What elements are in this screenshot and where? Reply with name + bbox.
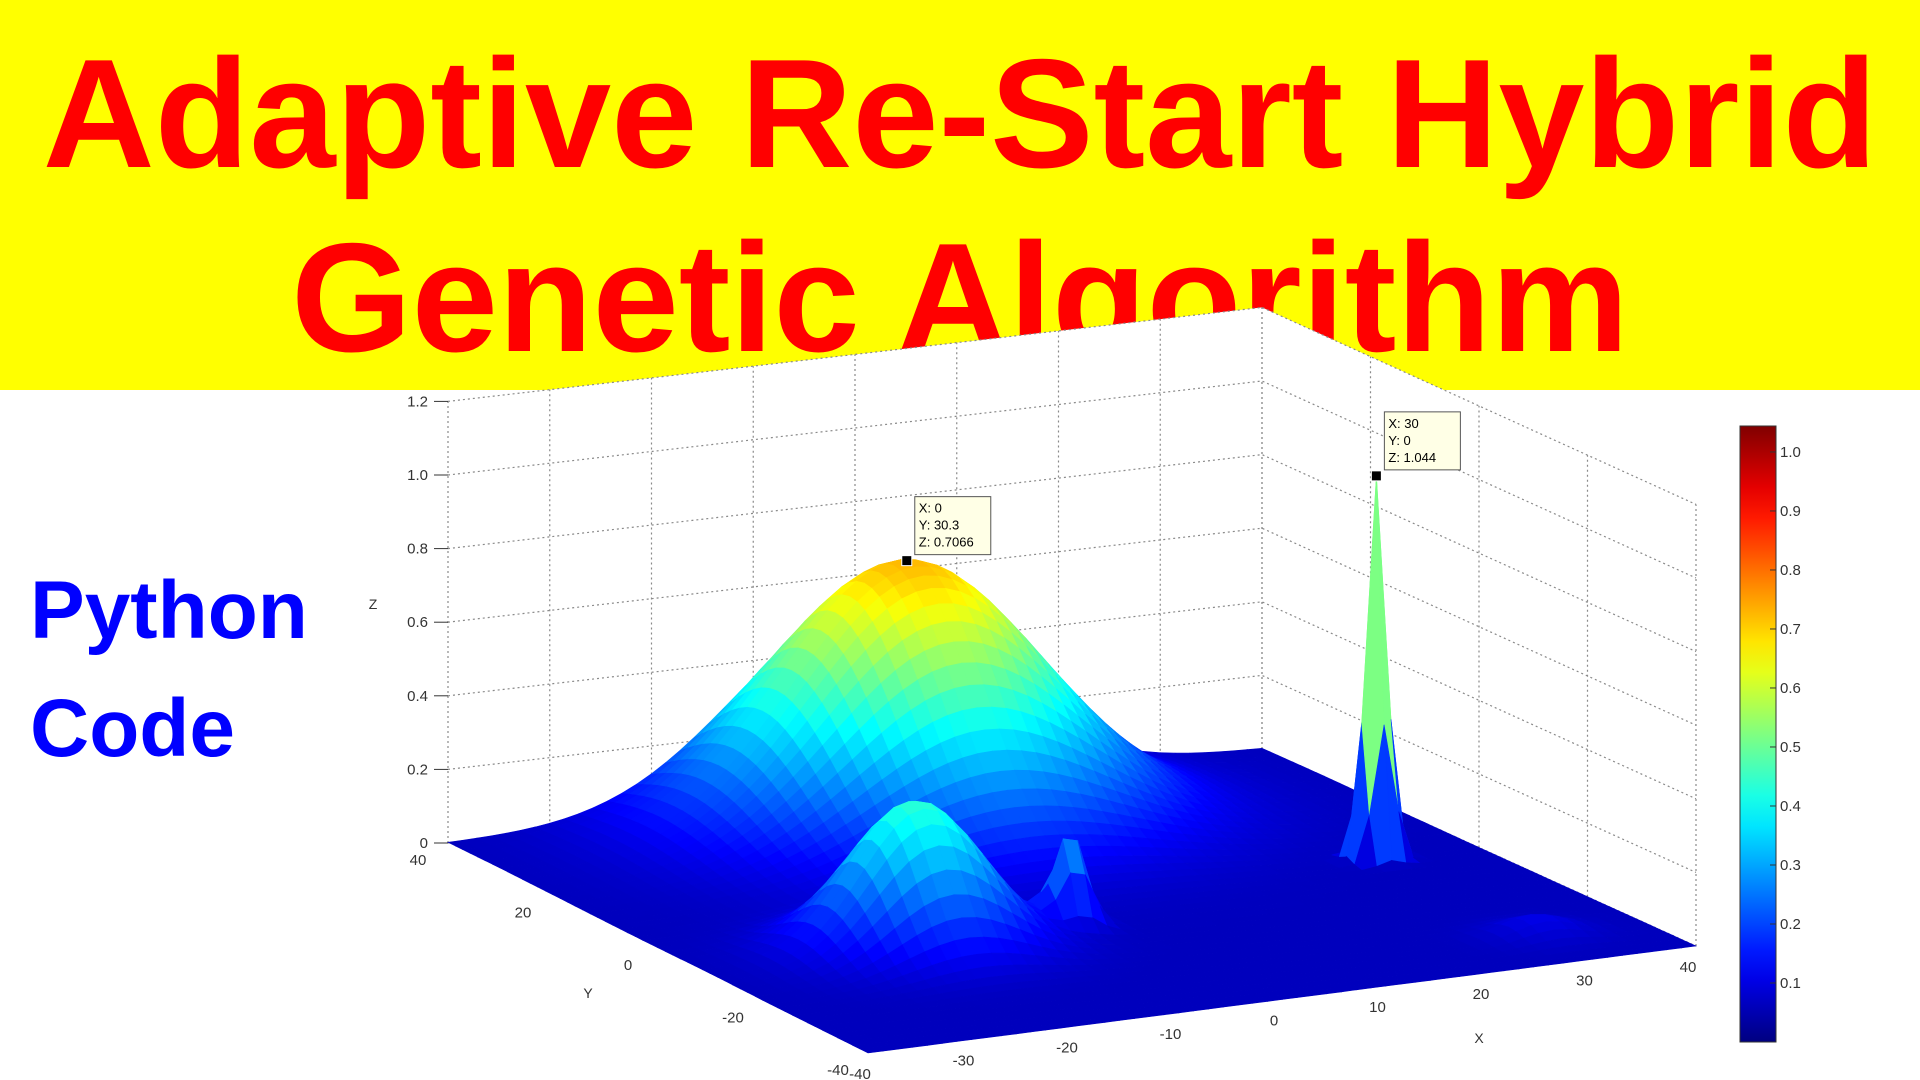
colorbar-bar bbox=[1739, 425, 1777, 1043]
data-tip-text: Z: 0.7066 bbox=[919, 535, 974, 550]
z-axis-label: Z bbox=[369, 596, 378, 612]
colorbar-tick-label: 1.0 bbox=[1780, 444, 1801, 461]
colorbar-tick-label: 0.7 bbox=[1780, 621, 1801, 638]
data-tip-box bbox=[914, 496, 992, 556]
data-tip-box bbox=[1383, 411, 1461, 471]
python-label: Python bbox=[30, 565, 308, 656]
y-axis-label: Y bbox=[583, 985, 593, 1001]
colorbar-tick-label: 0.2 bbox=[1780, 916, 1801, 933]
x-axis-label: X bbox=[1474, 1030, 1484, 1046]
data-tip-text: X: 0 bbox=[919, 501, 942, 516]
surface bbox=[446, 475, 1698, 1054]
title-banner bbox=[0, 0, 1920, 390]
data-tip-marker bbox=[901, 555, 913, 567]
colorbar-tick-label: 0.5 bbox=[1780, 739, 1801, 756]
y-tick-label: 40 bbox=[410, 852, 427, 869]
y-tick-label: 0 bbox=[624, 957, 632, 974]
colorbar-tick-label: 0.4 bbox=[1780, 798, 1801, 815]
x-tick-label: 20 bbox=[1473, 986, 1490, 1003]
data-tip-marker bbox=[1370, 470, 1382, 482]
z-tick-label: 0.8 bbox=[407, 541, 428, 558]
data-tip-text: X: 30 bbox=[1388, 416, 1418, 431]
title-line-1: Adaptive Re-Start Hybrid bbox=[42, 27, 1878, 200]
x-tick-label: -40 bbox=[849, 1066, 871, 1080]
data-tip-text: Y: 30.3 bbox=[919, 518, 959, 533]
y-tick-label: -20 bbox=[722, 1010, 744, 1027]
z-tick-label: 1.2 bbox=[407, 393, 428, 410]
data-tip: X: 30 Y: 0 Z: 1.044 bbox=[1370, 411, 1461, 482]
colorbar-tick-label: 0.8 bbox=[1780, 562, 1801, 579]
z-tick-label: 1.0 bbox=[407, 467, 428, 484]
surface-patch bbox=[1672, 942, 1698, 949]
x-tick-label: -10 bbox=[1160, 1026, 1182, 1043]
x-tick-label: 10 bbox=[1369, 999, 1386, 1016]
data-tip-text: Z: 1.044 bbox=[1388, 450, 1436, 465]
colorbar-tick-label: 0.3 bbox=[1780, 857, 1801, 874]
x-tick-label: 40 bbox=[1680, 959, 1697, 976]
z-tick-label: 0.6 bbox=[407, 614, 428, 631]
colorbar-tick-label: 0.6 bbox=[1780, 680, 1801, 697]
y-tick-label: -40 bbox=[827, 1062, 849, 1079]
z-tick-label: 0.2 bbox=[407, 761, 428, 778]
x-tick-label: 0 bbox=[1270, 1013, 1278, 1030]
data-tip-text: Y: 0 bbox=[1388, 433, 1410, 448]
colorbar-tick-label: 0.9 bbox=[1780, 503, 1801, 520]
x-tick-label: 30 bbox=[1576, 972, 1593, 989]
colorbar-tick-label: 0.1 bbox=[1780, 975, 1801, 992]
axis-labels: 0 0.2 0.4 0.6 0.8 1.0 1.2 Z -40 -20 0 20 40 Y -40 -30 -2… bbox=[369, 393, 1697, 1080]
x-tick-label: -30 bbox=[953, 1053, 975, 1070]
x-tick-label: -20 bbox=[1056, 1039, 1078, 1056]
data-tip: X: 0 Y: 30.3 Z: 0.7066 bbox=[901, 496, 992, 567]
y-tick-label: 20 bbox=[515, 905, 532, 922]
z-tick-label: 0 bbox=[420, 835, 428, 852]
z-tick-label: 0.4 bbox=[407, 688, 428, 705]
code-label: Code bbox=[30, 683, 235, 774]
colorbar: 0.1 0.2 0.3 0.4 0.5 0.6 0.7 0.8 0.9 1.0 bbox=[1739, 425, 1801, 1043]
